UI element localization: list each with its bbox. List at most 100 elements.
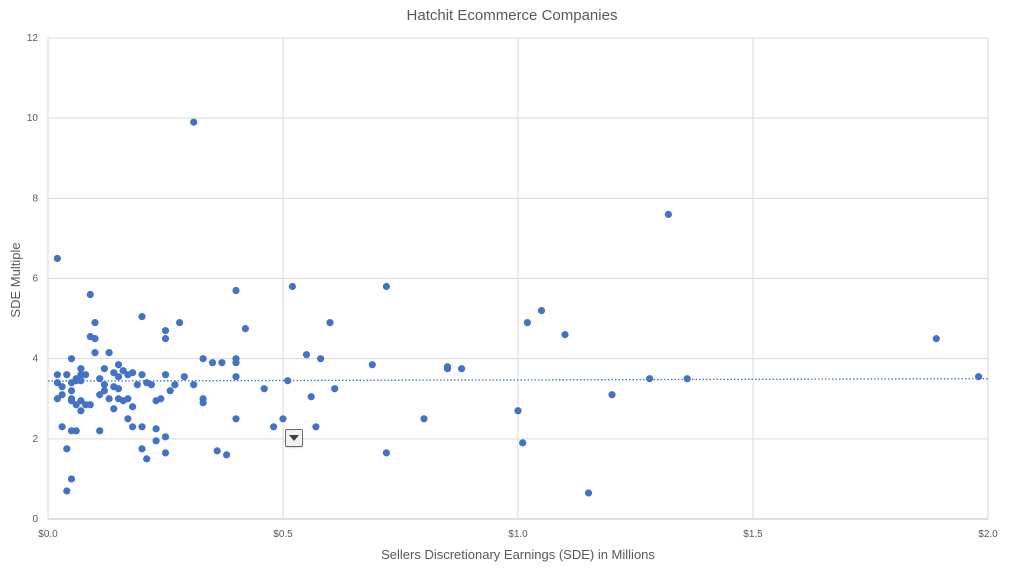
data-point	[138, 423, 146, 431]
trendline-layer	[47, 378, 989, 382]
data-point	[279, 415, 287, 423]
data-point	[143, 455, 151, 463]
data-point	[91, 349, 99, 357]
data-point	[53, 395, 62, 403]
data-point	[382, 449, 390, 457]
chart-title: Hatchit Ecommerce Companies	[407, 7, 618, 24]
data-point	[519, 439, 527, 447]
y-tick-label: 6	[32, 274, 38, 285]
data-point	[96, 375, 104, 383]
data-point	[161, 327, 170, 335]
data-point	[58, 423, 66, 431]
data-point	[932, 335, 940, 343]
data-point	[129, 423, 137, 431]
data-point	[114, 385, 123, 393]
data-point	[199, 355, 207, 363]
x-tick-label: $1.0	[508, 529, 528, 540]
data-point	[82, 371, 90, 379]
data-point	[105, 395, 113, 403]
data-point	[77, 377, 85, 385]
data-point	[302, 351, 311, 359]
data-point	[312, 423, 320, 431]
data-point	[53, 379, 62, 387]
data-point	[232, 286, 240, 295]
data-point	[190, 118, 198, 126]
data-point	[608, 391, 616, 399]
data-point	[133, 381, 141, 389]
x-axis-title: Sellers Discretionary Earnings (SDE) in …	[381, 547, 655, 562]
x-tick-label: $1.5	[743, 529, 763, 540]
data-point	[260, 385, 268, 393]
data-point	[646, 375, 654, 383]
data-point	[86, 401, 94, 409]
data-point	[537, 306, 546, 315]
data-point	[67, 475, 76, 483]
data-point	[138, 445, 146, 453]
data-point	[190, 381, 198, 389]
data-point	[208, 359, 217, 367]
y-tick-label: 12	[27, 33, 39, 44]
y-tick-label: 4	[32, 354, 38, 365]
data-point	[100, 387, 108, 395]
data-point	[96, 427, 104, 435]
data-point	[317, 355, 325, 363]
data-point	[975, 373, 983, 381]
data-point	[124, 395, 132, 403]
data-point	[67, 397, 76, 405]
data-point	[53, 371, 62, 379]
data-point	[77, 365, 85, 373]
data-point	[86, 290, 94, 299]
data-point	[284, 377, 292, 385]
data-point	[100, 381, 108, 389]
data-point	[58, 383, 66, 391]
data-point	[382, 282, 390, 291]
data-point	[77, 407, 85, 415]
data-point	[683, 375, 691, 383]
data-point	[67, 355, 76, 363]
data-point	[420, 415, 428, 423]
data-point	[161, 371, 170, 379]
data-point	[152, 437, 160, 445]
data-point	[161, 335, 170, 343]
tick-labels: 0 2 4 6 8 10 12 $0.0 $0.5 $1.0 $1.5 $2.0	[27, 33, 998, 540]
data-point	[124, 415, 132, 423]
x-tick-label: $0.5	[273, 529, 293, 540]
data-point	[199, 399, 207, 407]
data-point	[443, 365, 452, 373]
data-point	[176, 318, 184, 327]
data-point	[223, 451, 231, 459]
data-point	[241, 325, 249, 333]
data-point	[157, 395, 165, 403]
data-point	[129, 403, 137, 411]
data-point	[171, 381, 179, 389]
data-point	[110, 369, 118, 377]
x-tick-label: $2.0	[978, 529, 998, 540]
data-point	[664, 210, 673, 218]
y-tick-label: 0	[32, 514, 38, 525]
data-point	[119, 367, 127, 375]
y-tick-label: 10	[27, 113, 39, 124]
data-point	[232, 373, 240, 381]
data-point	[114, 361, 123, 369]
data-point	[91, 335, 99, 343]
data-point	[368, 361, 376, 369]
chevron-down-icon	[289, 435, 299, 441]
data-point	[523, 318, 532, 327]
data-point	[105, 349, 113, 357]
data-point	[91, 318, 99, 327]
data-point	[72, 427, 80, 435]
data-point	[96, 391, 104, 399]
data-point	[270, 423, 278, 431]
data-point	[326, 318, 334, 327]
data-point	[58, 391, 66, 399]
data-point	[180, 373, 188, 381]
y-tick-label: 2	[32, 434, 38, 445]
filter-dropdown-button[interactable]	[285, 429, 303, 447]
data-point	[561, 331, 569, 339]
data-point	[584, 489, 593, 497]
data-point	[138, 371, 146, 379]
data-points	[53, 118, 983, 497]
data-point	[147, 381, 155, 389]
data-point	[138, 312, 146, 321]
